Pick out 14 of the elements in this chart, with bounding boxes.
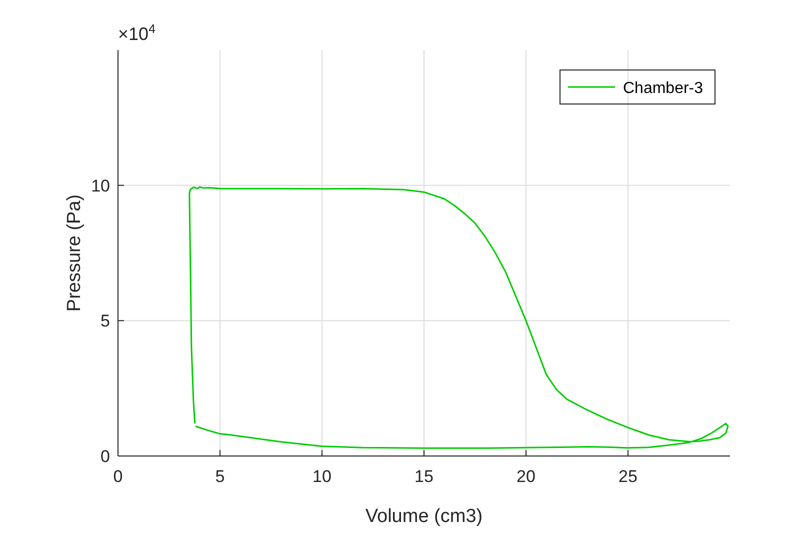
x-tick-label: 20 [516,467,536,486]
y-tick-label: 10 [91,176,110,196]
x-axis-title: Volume (cm3) [365,506,483,527]
x-tick-label: 25 [618,467,638,486]
x-tick-label: 15 [414,467,434,486]
x-tick-label: 0 [113,467,123,486]
line-series [188,186,729,449]
y-tick-label: 5 [100,312,110,331]
y-axis-title: Pressure (Pa) [64,194,85,312]
legend-label: Chamber-3 [623,80,704,97]
text: ×10$^{4}$ [118,22,156,44]
y-tick-label: 0 [100,447,110,466]
x-tick-label: 10 [312,467,332,486]
x-tick-label: 5 [215,467,225,486]
